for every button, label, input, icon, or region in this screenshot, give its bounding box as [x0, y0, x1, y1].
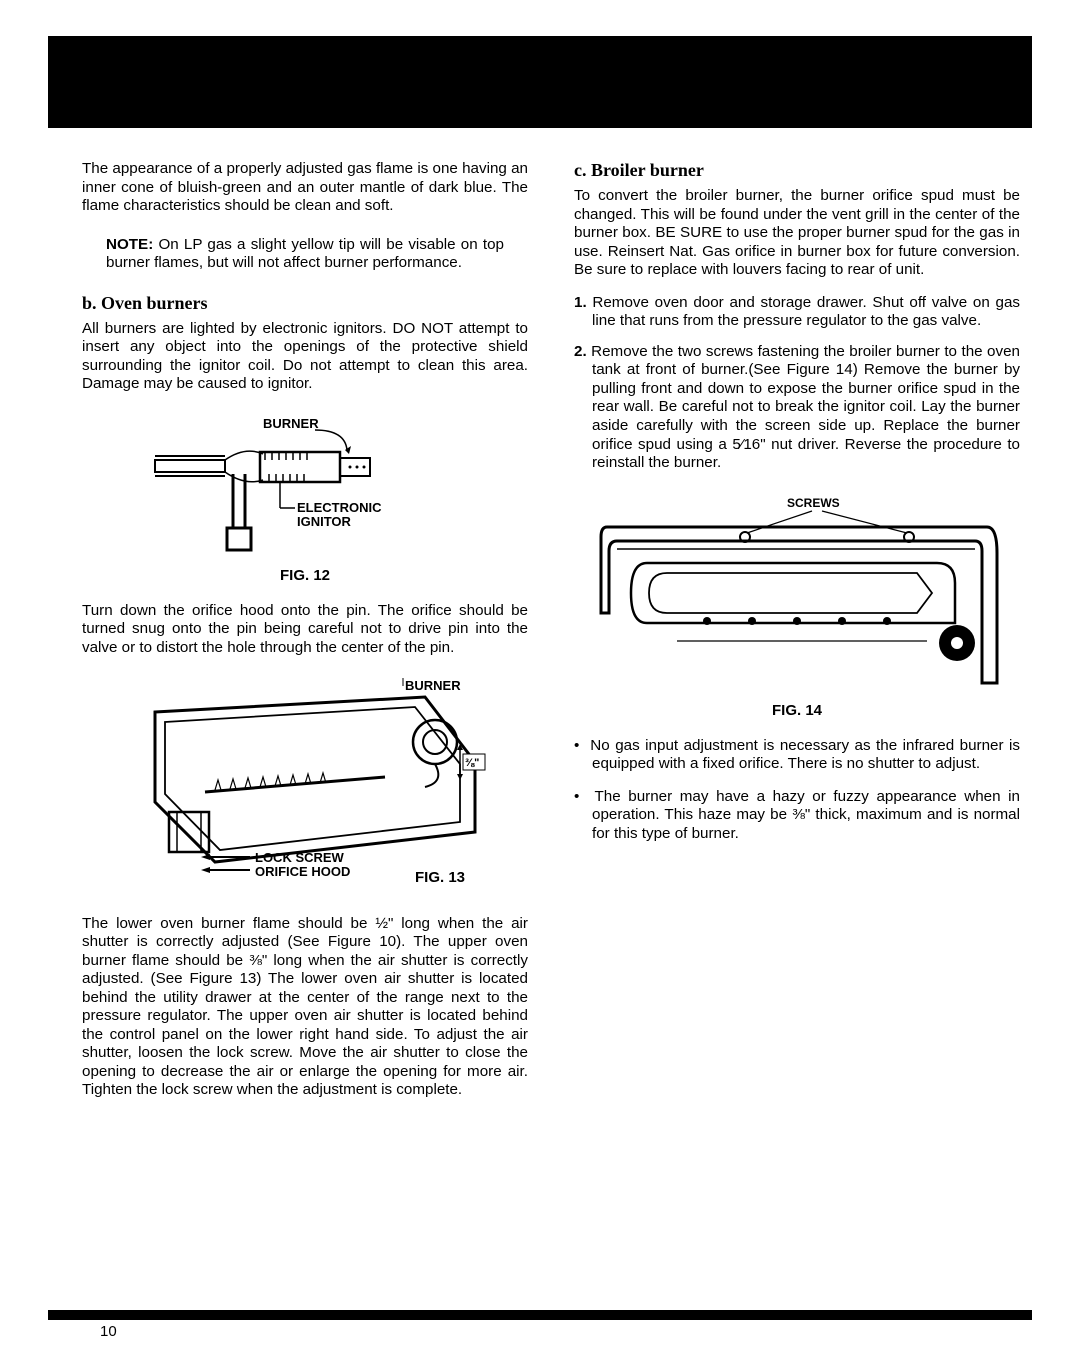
- figure-14-svg: SCREWS: [587, 493, 1007, 693]
- fig12-burner-label: BURNER: [263, 416, 319, 431]
- fig12-ignitor-label2: IGNITOR: [297, 514, 352, 529]
- para-oven-burners: All burners are lighted by electronic ig…: [82, 320, 528, 394]
- top-black-bar: [48, 36, 1032, 128]
- para-after-fig13: The lower oven burner flame should be ½"…: [82, 915, 528, 1100]
- figure-13: ⅜" BURNER LOCK SCREW ORIFICE HOOD FIG. 1…: [82, 672, 528, 897]
- para-after-fig12: Turn down the orifice hood onto the pin.…: [82, 602, 528, 658]
- note-text: NOTE: On LP gas a slight yellow tip will…: [106, 236, 504, 273]
- left-column: The appearance of a properly adjusted ga…: [82, 160, 528, 1296]
- step-2: 2. Remove the two screws fastening the b…: [574, 343, 1020, 473]
- bottom-black-bar: [48, 1310, 1032, 1320]
- para-broiler-intro: To convert the broiler burner, the burne…: [574, 187, 1020, 280]
- fig13-caption-inline: FIG. 13: [415, 869, 465, 886]
- bullet-1: • No gas input adjustment is necessary a…: [574, 737, 1020, 774]
- figure-13-svg: ⅜" BURNER LOCK SCREW ORIFICE HOOD FIG. 1…: [105, 672, 505, 892]
- bullets-list: • No gas input adjustment is necessary a…: [574, 737, 1020, 844]
- fig14-caption: FIG. 14: [574, 702, 1020, 719]
- note-label: NOTE:: [106, 236, 153, 253]
- figure-12-svg: BURNER ELECTRONIC IGNITOR: [145, 408, 465, 558]
- intro-paragraph: The appearance of a properly adjusted ga…: [82, 160, 528, 216]
- fig13-burner-label: BURNER: [405, 678, 461, 693]
- bullet-2: • The burner may have a hazy or fuzzy ap…: [574, 788, 1020, 844]
- subhead-broiler: c. Broiler burner: [574, 160, 1020, 181]
- subhead-oven-burners: b. Oven burners: [82, 293, 528, 314]
- fig14-screws-label: SCREWS: [787, 496, 840, 510]
- figure-12: BURNER ELECTRONIC IGNITOR FIG. 12: [82, 408, 528, 584]
- note-block: NOTE: On LP gas a slight yellow tip will…: [106, 236, 528, 273]
- step-1: 1. Remove oven door and storage drawer. …: [574, 294, 1020, 331]
- figure-14: SCREWS: [574, 493, 1020, 719]
- fig13-orifice-label: ORIFICE HOOD: [255, 864, 350, 879]
- page-content: The appearance of a properly adjusted ga…: [82, 160, 1020, 1296]
- fig13-dim-label: ⅜": [465, 757, 479, 769]
- page-number: 10: [100, 1323, 117, 1340]
- fig13-lock-label: LOCK SCREW: [255, 850, 345, 865]
- fig12-ignitor-label1: ELECTRONIC: [297, 500, 382, 515]
- steps-list: 1. Remove oven door and storage drawer. …: [574, 294, 1020, 473]
- right-column: c. Broiler burner To convert the broiler…: [574, 160, 1020, 1296]
- note-body: On LP gas a slight yellow tip will be vi…: [106, 236, 504, 272]
- fig12-caption: FIG. 12: [82, 567, 528, 584]
